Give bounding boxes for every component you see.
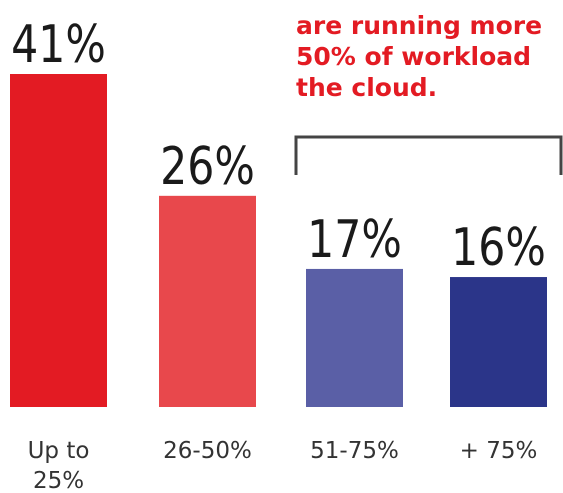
annotation-line-3: the cloud. <box>296 73 438 102</box>
bar-1 <box>10 74 107 407</box>
bar-4 <box>450 277 547 407</box>
value-label-3: 17% <box>307 210 402 270</box>
annotation-line-2: 50% of workload <box>296 42 532 71</box>
bar-3 <box>306 268 403 407</box>
bar-2 <box>159 195 256 407</box>
value-label-1: 41% <box>11 15 106 75</box>
category-label-1: Up to 25% <box>28 438 90 493</box>
category-label-4: + 75% <box>460 438 538 464</box>
chart-annotation: are running more 50% of workload the clo… <box>296 10 563 103</box>
category-label-2: 26-50% <box>163 438 252 464</box>
value-label-4: 16% <box>451 218 546 278</box>
annotation-bracket <box>294 135 563 175</box>
annotation-line-1: are running more <box>296 11 543 40</box>
category-label-3: 51-75% <box>310 438 399 464</box>
value-label-2: 26% <box>160 137 255 197</box>
